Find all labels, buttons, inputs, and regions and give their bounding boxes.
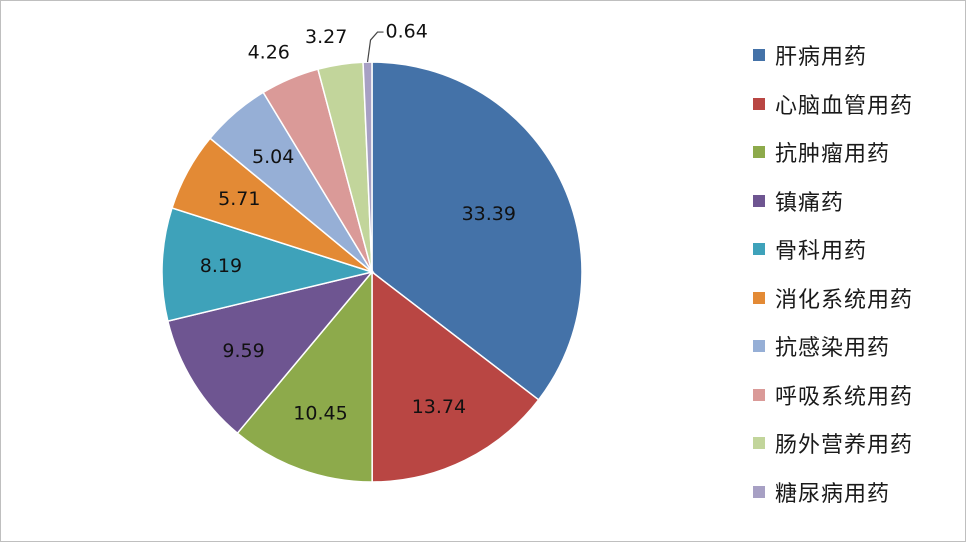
legend-swatch xyxy=(753,291,765,304)
legend-swatch xyxy=(753,97,765,110)
legend-label: 肝病用药 xyxy=(775,45,868,71)
pie-slice xyxy=(371,61,583,401)
leader-line xyxy=(366,31,384,63)
legend-label: 镇痛药 xyxy=(775,190,845,216)
data-label: 4.26 xyxy=(248,42,290,64)
legend-label: 心脑血管用药 xyxy=(775,93,914,119)
legend-item: 镇痛药 xyxy=(753,177,963,226)
legend-item: 骨科用药 xyxy=(753,225,963,274)
data-label: 13.74 xyxy=(412,396,466,418)
data-label: 33.39 xyxy=(462,203,516,225)
data-label: 3.27 xyxy=(305,26,347,48)
legend-label: 消化系统用药 xyxy=(775,287,914,313)
legend-swatch xyxy=(753,194,765,207)
legend-swatch xyxy=(753,388,765,401)
legend-label: 糖尿病用药 xyxy=(775,481,891,507)
pie-slice xyxy=(166,270,375,435)
legend-item: 抗感染用药 xyxy=(753,322,963,371)
legend-swatch xyxy=(753,485,765,498)
legend: 肝病用药 心脑血管用药 抗肿瘤用药 镇痛药 骨科用药 消化系统用药 抗感染用药 xyxy=(753,31,963,516)
legend-item: 心脑血管用药 xyxy=(753,80,963,129)
data-label: 5.04 xyxy=(252,146,294,168)
legend-item: 肠外营养用药 xyxy=(753,419,963,468)
legend-label: 抗肿瘤用药 xyxy=(775,142,891,168)
legend-swatch xyxy=(753,437,765,450)
legend-item: 消化系统用药 xyxy=(753,274,963,323)
legend-swatch xyxy=(753,340,765,353)
legend-label: 骨科用药 xyxy=(775,239,868,265)
data-label: 5.71 xyxy=(218,188,260,210)
pie-slice xyxy=(371,270,540,483)
legend-label: 肠外营养用药 xyxy=(775,433,914,459)
legend-swatch xyxy=(753,49,765,62)
legend-item: 肝病用药 xyxy=(753,31,963,80)
legend-item: 糖尿病用药 xyxy=(753,468,963,517)
pie-slice xyxy=(161,207,375,322)
data-label: 10.45 xyxy=(293,403,347,425)
legend-item: 抗肿瘤用药 xyxy=(753,128,963,177)
pie-slice xyxy=(236,269,373,483)
legend-label: 呼吸系统用药 xyxy=(775,384,914,410)
legend-swatch xyxy=(753,146,765,159)
data-label: 0.64 xyxy=(386,21,428,43)
data-label: 9.59 xyxy=(222,340,264,362)
legend-label: 抗感染用药 xyxy=(775,336,891,362)
legend-item: 呼吸系统用药 xyxy=(753,371,963,420)
data-label: 8.19 xyxy=(200,255,242,277)
legend-swatch xyxy=(753,243,765,256)
